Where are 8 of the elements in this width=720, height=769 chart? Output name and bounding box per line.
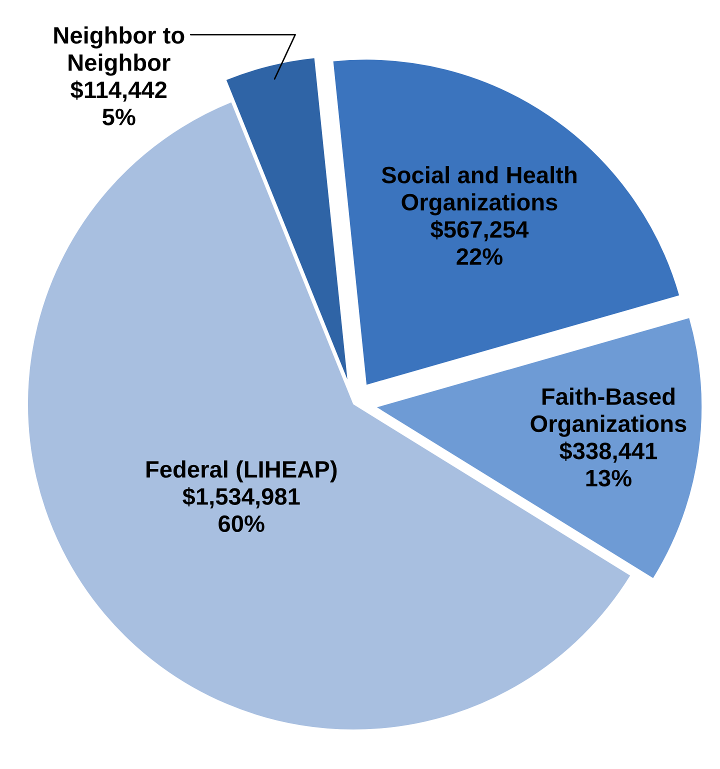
data-label: $338,441 13% <box>560 442 658 487</box>
slice-label: Neighbor to Neighbor <box>54 26 184 76</box>
data-label: $114,442 5% <box>70 80 167 126</box>
data-label: $1,534,981 60% <box>182 487 300 532</box>
slice-label: Faith-Based Organizations <box>530 388 686 437</box>
slice-label: Federal (LIHEAP) <box>146 460 337 482</box>
data-label: $567,254 22% <box>430 220 529 265</box>
slice-label: Social and Health Organizations <box>382 166 576 216</box>
